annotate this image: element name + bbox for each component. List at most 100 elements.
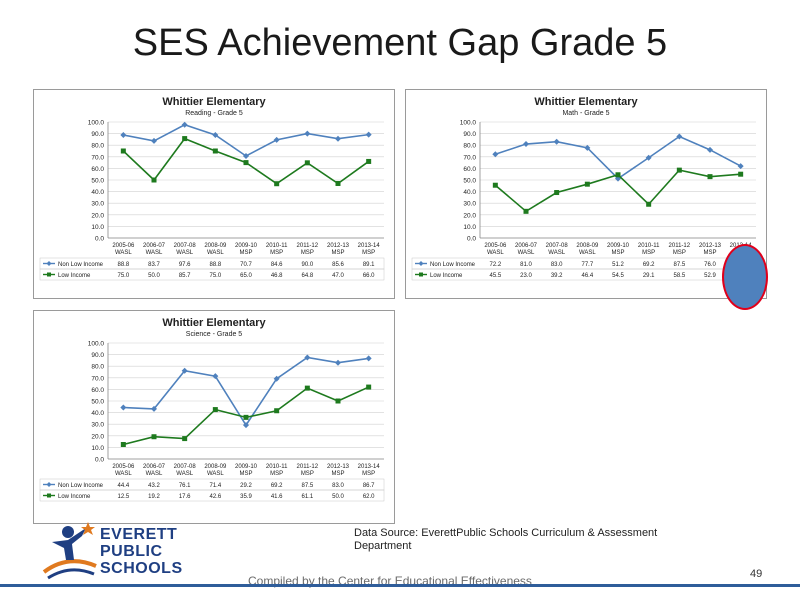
bottom-rule [0,584,800,587]
data-point [181,121,188,128]
data-point [182,436,188,442]
science-chart: Whittier Elementary Science - Grade 5 0.0 1… [33,310,395,524]
legend-marker [46,261,52,266]
data-point [645,154,652,161]
data-point [492,182,498,188]
table-cell: 69.2 [643,262,655,268]
x-tick-label: WASL [176,471,193,477]
table-cell: 39.2 [551,273,563,279]
x-tick-label: 2009-10 [607,243,630,249]
y-tick-label: 100.0 [460,120,477,127]
table-row [39,489,385,502]
table-cell: 61.1 [301,494,313,500]
x-tick-label: 2011-12 [669,243,691,249]
table-cell: 64.8 [301,273,313,279]
data-point [243,152,249,159]
x-tick-label: MSP [673,250,686,256]
x-tick-label: WASL [176,250,193,256]
data-point [646,201,652,207]
table-cell: 66.0 [363,273,375,279]
x-tick-label: WASL [487,250,504,256]
data-point [366,158,372,164]
data-point [243,160,249,166]
table-cell: 86.7 [363,483,375,489]
x-tick-label: MSP [331,471,344,477]
x-tick-label: 2007-08 [174,464,197,470]
page-number: 49 [750,568,763,580]
table-cell: 90.0 [301,262,313,268]
y-tick-label: 80.0 [91,143,104,150]
x-tick-label: 2011-12 [297,243,319,249]
reading-chart: Whittier Elementary Reading - Grade 5 0.0 1… [33,89,395,299]
data-point [365,355,372,362]
data-point [676,167,682,173]
table-cell: 88.8 [209,262,221,268]
legend-label: Low Income [58,494,91,500]
x-tick-label: 2008-09 [204,464,227,470]
data-point [584,144,591,151]
y-tick-label: 40.0 [463,189,476,196]
x-tick-label: 2006-07 [143,243,166,249]
x-tick-label: 2012-13 [327,464,350,470]
data-point [151,137,157,144]
x-tick-label: 2008-09 [576,243,599,249]
x-tick-label: 2006-07 [143,464,166,470]
table-cell: 75.0 [117,273,129,279]
x-tick-label: 2013-14 [358,464,381,470]
data-point [707,146,713,153]
x-tick-label: MSP [270,471,283,477]
x-tick-label: 2011-12 [297,464,319,470]
y-tick-label: 60.0 [91,387,104,394]
data-point [151,434,157,440]
table-cell: 97.6 [179,262,191,268]
data-point [523,141,529,148]
math-chart: Whittier Elementary Math - Grade 5 0.0 10.0… [405,89,767,299]
x-tick-label: WASL [146,471,163,477]
data-point [212,148,218,154]
legend-label: Non Low Income [58,262,104,268]
x-tick-label: WASL [518,250,535,256]
legend-marker [418,261,424,266]
table-cell: 42.6 [209,494,221,500]
y-tick-label: 70.0 [91,375,104,382]
table-cell: 47.0 [332,273,344,279]
x-tick-label: 2006-07 [515,243,538,249]
data-point [737,163,744,170]
y-tick-label: 0.0 [467,236,476,243]
x-tick-label: MSP [239,471,252,477]
data-point [151,177,157,183]
legend-marker [47,272,51,277]
highlight-oval [722,244,768,310]
table-cell: 84.6 [271,262,283,268]
table-cell: 12.5 [117,494,129,500]
logo-line-1: EVERETT [100,526,178,543]
table-cell: 44.4 [117,483,129,489]
x-tick-label: 2009-10 [235,464,258,470]
table-cell: 83.0 [332,483,344,489]
y-tick-label: 50.0 [91,399,104,406]
table-cell: 46.8 [271,273,283,279]
logo-line-3: SCHOOLS [100,560,183,577]
table-cell: 45.5 [489,273,501,279]
data-point [304,160,310,166]
table-cell: 51.2 [612,262,624,268]
table-cell: 76.1 [179,483,191,489]
table-row [39,268,385,281]
table-cell: 69.2 [271,483,283,489]
x-tick-label: 2008-09 [204,243,227,249]
data-point [738,171,744,177]
table-cell: 89.1 [363,262,375,268]
data-point [181,367,188,374]
y-tick-label: 20.0 [91,212,104,219]
table-cell: 46.4 [581,273,593,279]
table-cell: 75.0 [209,273,221,279]
legend-marker [47,493,51,498]
data-point [366,384,372,390]
data-point [615,172,621,178]
data-point [182,136,188,142]
y-tick-label: 10.0 [463,224,476,231]
data-point [335,359,341,366]
chart-subtitle: Reading - Grade 5 [185,110,243,117]
data-source: Data Source: EverettPublic Schools Curri… [354,527,658,552]
data-point [273,375,280,382]
